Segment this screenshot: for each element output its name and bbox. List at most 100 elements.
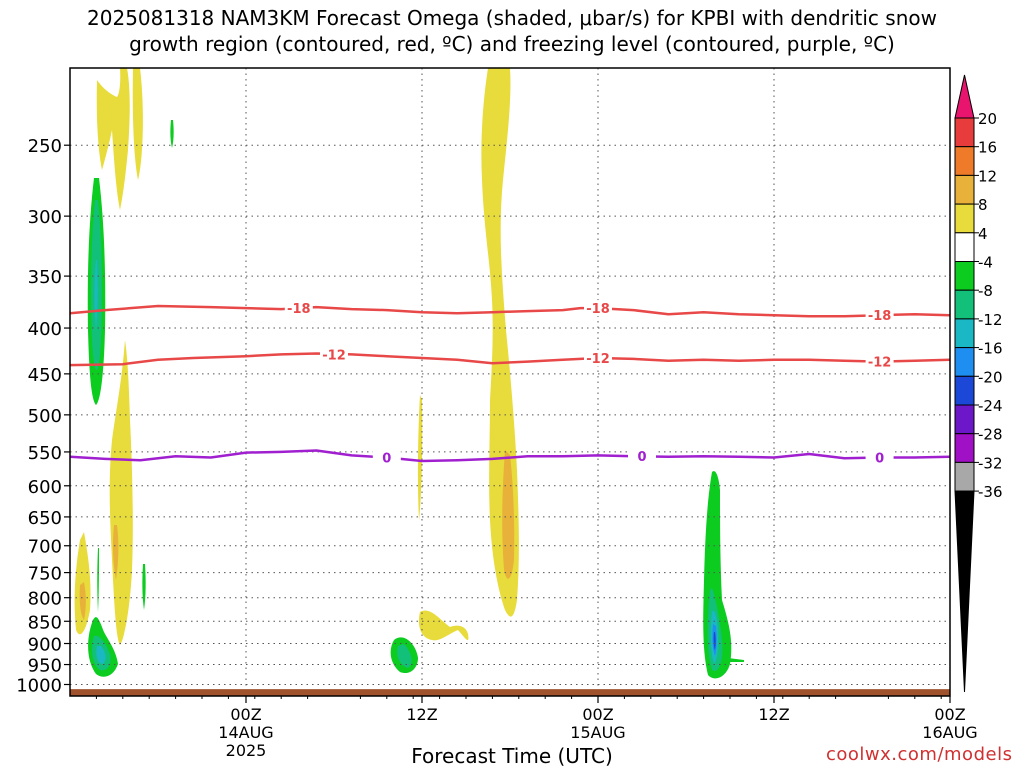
colorbar-label: 4: [978, 225, 988, 243]
colorbar-label: -24: [978, 397, 1003, 415]
colorbar-label: 16: [978, 139, 997, 157]
contour-layer: -18 -18 -18 -12 -12 -12 0 0 0: [70, 300, 950, 467]
contour-label: -12: [868, 356, 892, 371]
omega-descent-core: [713, 632, 716, 650]
x-tick-label: 12Z: [406, 705, 437, 724]
omega-ascent-core: [79, 582, 86, 620]
contour-label: 0: [382, 452, 391, 467]
y-tick-label: 600: [28, 477, 62, 498]
x-tick-label: 12Z: [758, 705, 789, 724]
terrain: [70, 689, 950, 696]
chart-title-line-1: 2025081318 NAM3KM Forecast Omega (shaded…: [87, 6, 937, 30]
colorbar-segment: [954, 318, 975, 349]
x-tick-label: 00Z: [934, 705, 965, 724]
contour-label-background: [628, 448, 656, 465]
contour-label-background: [584, 300, 612, 317]
omega-descent-region: [728, 658, 744, 662]
contour-label-background: [372, 449, 401, 466]
contour-label-background: [584, 349, 612, 366]
colorbar-segment: [954, 203, 975, 234]
y-tick-label: 500: [28, 406, 62, 427]
y-tick-label: 700: [28, 537, 62, 558]
colorbar-label: -4: [978, 254, 993, 272]
colorbar-segment: [954, 461, 975, 492]
x-tick-label: 2025: [226, 741, 267, 760]
colorbar-segment: [954, 404, 975, 435]
colorbar-label: -32: [978, 454, 1003, 472]
omega-ascent-core: [112, 525, 119, 580]
contour--12: [70, 352, 950, 367]
colorbar-label: 8: [978, 196, 988, 214]
contour-label-background: [284, 300, 313, 317]
colorbar-segment: [954, 232, 975, 263]
y-tick-label: 850: [28, 612, 62, 633]
colorbar-label: -12: [978, 311, 1003, 329]
colorbar-segment: [954, 261, 975, 291]
plot-frame: [69, 67, 951, 697]
colorbar-label: -8: [978, 282, 993, 300]
contour-label: -12: [586, 352, 610, 367]
x-tick-label: 14AUG: [218, 723, 273, 742]
colorbar-label: 20: [978, 110, 997, 128]
colorbar-label: -16: [978, 340, 1003, 358]
omega-ascent-region: [132, 68, 143, 180]
colorbar-segment: [954, 289, 975, 320]
contour-label-background: [865, 353, 894, 370]
contour-label: -12: [322, 348, 346, 363]
y-tick-label: 650: [28, 508, 62, 529]
terrain-band: [70, 689, 950, 696]
y-tick-label: 300: [28, 207, 62, 228]
chart-title-line-2: growth region (contoured, red, ºC) and f…: [129, 32, 895, 56]
omega-ascent-region: [96, 68, 130, 210]
y-tick-label: 800: [28, 589, 62, 610]
x-tick-label: 15AUG: [570, 723, 625, 742]
x-axis-title: Forecast Time (UTC): [411, 744, 613, 768]
contour-label-background: [865, 307, 894, 324]
x-tick-label: 00Z: [582, 705, 613, 724]
omega-ascent-region: [417, 395, 423, 520]
y-tick-label: 1000: [16, 676, 62, 697]
y-tick-label: 400: [28, 319, 62, 340]
colorbar-triangle-top: [954, 74, 975, 119]
contour-label: -18: [287, 302, 311, 317]
colorbar-label: -20: [978, 368, 1003, 386]
colorbar-segment: [954, 174, 975, 205]
colorbar-segment: [954, 117, 975, 148]
omega-descent-core: [397, 644, 412, 668]
y-tick-label: 250: [28, 136, 62, 157]
contour-label: -18: [586, 302, 610, 317]
y-tick-label: 550: [28, 443, 62, 464]
colorbar-label: -36: [978, 483, 1003, 501]
omega-ascent-region: [418, 610, 469, 641]
x-tick-label: 16AUG: [922, 723, 977, 742]
x-tick-label: 00Z: [230, 705, 261, 724]
colorbar-segment: [954, 347, 975, 377]
omega-descent-core: [96, 646, 106, 664]
omega-descent-core: [94, 260, 98, 330]
contour-label-background: [865, 449, 894, 466]
colorbar-segment: [954, 375, 975, 406]
grid: [70, 68, 951, 696]
contour-label: 0: [637, 450, 646, 465]
y-axis: 2503003504004505005506006507007508008509…: [16, 136, 70, 697]
colorbar: 20 16 12 8 4 -4 -8 -12 -16 -20 -24 -28 -32 -36: [954, 74, 1003, 693]
contour-0: [70, 449, 950, 463]
omega-shading: [74, 68, 744, 679]
contour-label: -18: [868, 309, 892, 324]
colorbar-label: -28: [978, 426, 1003, 444]
colorbar-triangle-bottom: [954, 490, 975, 693]
credit-link[interactable]: coolwx.com/models: [826, 744, 1013, 765]
y-tick-label: 750: [28, 564, 62, 585]
y-tick-label: 950: [28, 656, 62, 677]
contour-label-background: [320, 346, 348, 363]
omega-ascent-core: [502, 450, 515, 579]
omega-descent-region: [170, 120, 174, 148]
contour-label: 0: [875, 452, 884, 467]
omega-descent-region: [97, 548, 99, 612]
colorbar-segment: [954, 146, 975, 176]
y-tick-label: 450: [28, 365, 62, 386]
colorbar-label: 12: [978, 167, 997, 185]
colorbar-segment: [954, 433, 975, 463]
